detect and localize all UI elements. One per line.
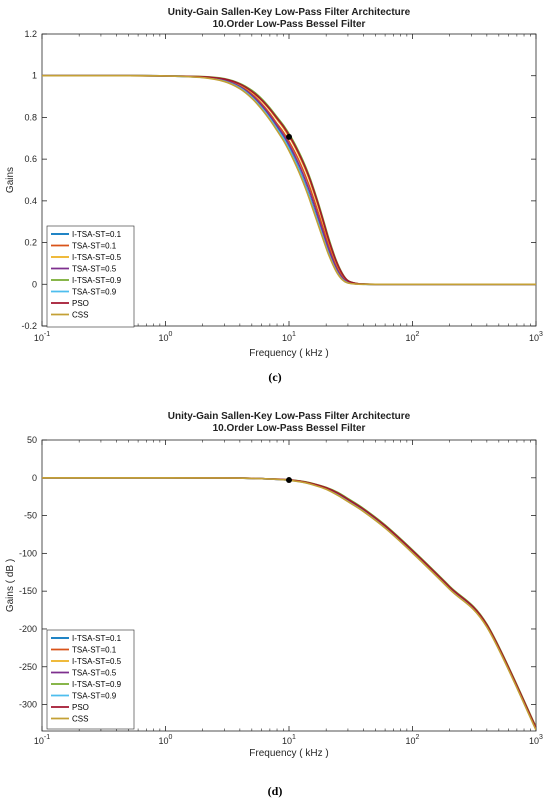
x-tick-exponent: -1 bbox=[44, 734, 50, 741]
x-tick-base: 10 bbox=[34, 736, 44, 746]
x-axis-label: Frequency ( kHz ) bbox=[249, 348, 328, 359]
x-tick-base: 10 bbox=[406, 333, 416, 343]
x-tick-base: 10 bbox=[34, 333, 44, 343]
y-tick-label: 0.2 bbox=[24, 238, 37, 248]
legend-label: PSO bbox=[72, 299, 89, 308]
legend: I-TSA-ST=0.1 TSA-ST=0.1 I-TSA-ST=0.5 TSA-ST… bbox=[46, 225, 135, 328]
legend-box bbox=[46, 629, 135, 730]
y-tick-label: -250 bbox=[19, 662, 37, 672]
legend-box bbox=[46, 225, 135, 328]
x-axis-label: Frequency ( kHz ) bbox=[249, 748, 328, 759]
y-axis-label: Gains bbox=[5, 167, 16, 193]
chart-1: Unity-Gain Sallen-Key Low-Pass Filter Ar… bbox=[5, 411, 543, 798]
figure-caption: (c) bbox=[268, 370, 281, 384]
x-tick-base: 10 bbox=[282, 736, 292, 746]
x-tick-label: 10-1 bbox=[34, 734, 50, 746]
x-tick-label: 101 bbox=[282, 734, 296, 746]
y-tick-label: -100 bbox=[19, 548, 37, 558]
x-tick-exponent: 0 bbox=[169, 734, 173, 741]
x-tick-label: 101 bbox=[282, 331, 296, 343]
y-tick-label: 0.6 bbox=[24, 154, 37, 164]
legend-label: CSS bbox=[72, 311, 88, 320]
y-tick-label: 1 bbox=[32, 71, 37, 81]
legend-label: CSS bbox=[72, 715, 88, 724]
x-tick-exponent: 1 bbox=[292, 734, 296, 741]
x-tick-base: 10 bbox=[159, 736, 169, 746]
legend-label: I-TSA-ST=0.1 bbox=[72, 230, 122, 239]
x-tick-label: 103 bbox=[529, 331, 543, 343]
y-tick-label: 0 bbox=[32, 279, 37, 289]
legend-label: PSO bbox=[72, 703, 89, 712]
x-tick-base: 10 bbox=[159, 333, 169, 343]
legend-label: TSA-ST=0.1 bbox=[72, 242, 117, 251]
x-tick-base: 10 bbox=[529, 736, 539, 746]
x-tick-label: 100 bbox=[159, 734, 173, 746]
x-tick-exponent: 0 bbox=[169, 331, 173, 338]
cutoff-marker bbox=[286, 133, 292, 140]
legend-label: TSA-ST=0.1 bbox=[72, 646, 117, 655]
legend-label: TSA-ST=0.5 bbox=[72, 265, 117, 274]
x-tick-label: 102 bbox=[406, 734, 420, 746]
x-tick-label: 103 bbox=[529, 734, 543, 746]
y-tick-label: 0.4 bbox=[24, 196, 37, 206]
chart-subtitle: 10.Order Low-Pass Bessel Filter bbox=[213, 423, 366, 434]
chart-title: Unity-Gain Sallen-Key Low-Pass Filter Ar… bbox=[168, 411, 411, 422]
x-tick-label: 100 bbox=[159, 331, 173, 343]
y-tick-label: -150 bbox=[19, 586, 37, 596]
figure-caption: (d) bbox=[268, 784, 283, 798]
x-tick-exponent: 3 bbox=[539, 734, 543, 741]
legend-label: I-TSA-ST=0.5 bbox=[72, 253, 122, 262]
x-tick-exponent: 1 bbox=[292, 331, 296, 338]
x-tick-base: 10 bbox=[529, 333, 539, 343]
series-group bbox=[42, 476, 536, 731]
chart-0: Unity-Gain Sallen-Key Low-Pass Filter Ar… bbox=[5, 7, 543, 384]
x-tick-base: 10 bbox=[282, 333, 292, 343]
x-tick-base: 10 bbox=[406, 736, 416, 746]
chart-title: Unity-Gain Sallen-Key Low-Pass Filter Ar… bbox=[168, 7, 411, 18]
y-tick-label: -300 bbox=[19, 700, 37, 710]
legend-label: TSA-ST=0.9 bbox=[72, 692, 117, 701]
y-tick-label: 0 bbox=[32, 473, 37, 483]
x-tick-label: 10-1 bbox=[34, 331, 50, 343]
legend: I-TSA-ST=0.1 TSA-ST=0.1 I-TSA-ST=0.5 TSA-ST… bbox=[46, 629, 135, 730]
x-tick-exponent: 3 bbox=[539, 331, 543, 338]
x-tick-exponent: 2 bbox=[416, 331, 420, 338]
series-line-7 bbox=[42, 74, 536, 286]
legend-label: I-TSA-ST=0.5 bbox=[72, 657, 122, 666]
x-tick-label: 102 bbox=[406, 331, 420, 343]
legend-label: TSA-ST=0.9 bbox=[72, 288, 117, 297]
x-tick-exponent: 2 bbox=[416, 734, 420, 741]
legend-label: I-TSA-ST=0.9 bbox=[72, 276, 122, 285]
series-group bbox=[42, 74, 536, 286]
legend-label: I-TSA-ST=0.9 bbox=[72, 680, 122, 689]
chart-subtitle: 10.Order Low-Pass Bessel Filter bbox=[213, 19, 366, 30]
y-tick-label: -0.2 bbox=[21, 321, 37, 331]
y-tick-label: 1.2 bbox=[24, 29, 37, 39]
y-tick-label: -200 bbox=[19, 624, 37, 634]
y-tick-label: 50 bbox=[27, 435, 37, 445]
x-tick-exponent: -1 bbox=[44, 331, 50, 338]
series-line-7 bbox=[42, 476, 536, 731]
legend-label: I-TSA-ST=0.1 bbox=[72, 634, 122, 643]
y-tick-label: 0.8 bbox=[24, 112, 37, 122]
cutoff-marker bbox=[286, 477, 292, 484]
y-tick-label: -50 bbox=[24, 511, 37, 521]
legend-label: TSA-ST=0.5 bbox=[72, 669, 117, 678]
y-axis-label: Gains ( dB ) bbox=[5, 559, 16, 612]
